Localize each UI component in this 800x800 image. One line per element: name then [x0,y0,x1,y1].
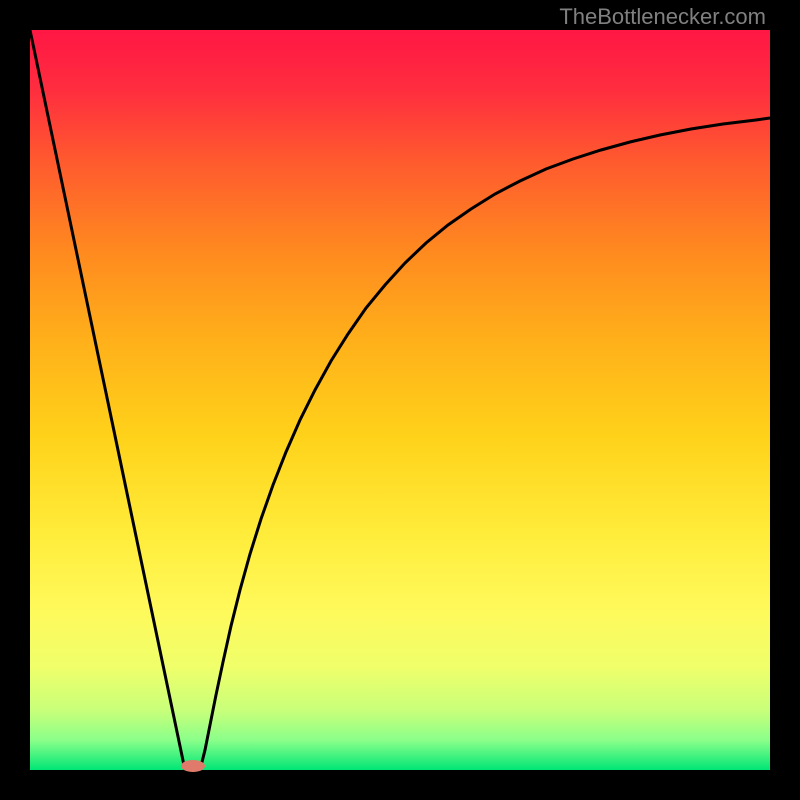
plot-background [30,30,770,770]
chart-container: TheBottlenecker.com [0,0,800,800]
watermark-text: TheBottlenecker.com [559,4,766,30]
chart-svg [0,0,800,800]
curve-minimum-marker [181,760,205,772]
